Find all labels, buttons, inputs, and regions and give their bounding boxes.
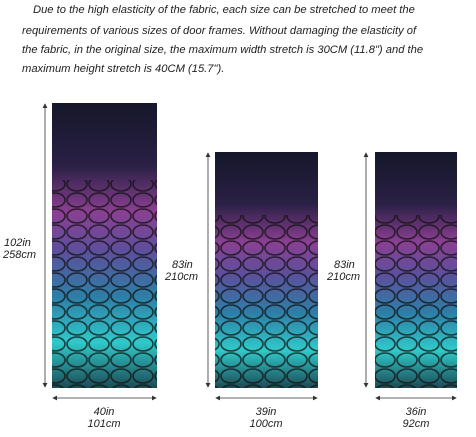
height-cm: 258cm <box>2 249 36 261</box>
height-cm: 210cm <box>164 271 198 283</box>
width-cm: 100cm <box>249 418 282 430</box>
width-in: 40in <box>94 406 115 418</box>
curtain-pattern <box>375 215 457 388</box>
panel-2: 83in 210cm 39in 100cm <box>164 152 318 430</box>
width-cm: 92cm <box>403 418 430 430</box>
text-line: requirements of various sizes of door fr… <box>22 25 418 37</box>
width-cm: 101cm <box>87 418 120 430</box>
description: Due to the high elasticity of the fabric… <box>22 4 423 75</box>
height-in: 83in <box>172 259 193 271</box>
curtain-pattern <box>52 180 157 388</box>
text-line: maximum height stretch is 40CM (15.7"). <box>22 63 224 75</box>
width-in: 36in <box>406 406 427 418</box>
height-in: 102in <box>4 237 31 249</box>
curtain-pattern <box>215 215 318 388</box>
height-cm: 210cm <box>326 271 360 283</box>
panel-1: 102in 258cm 40in 101cm <box>2 103 157 430</box>
height-in: 83in <box>334 259 355 271</box>
text-line: the fabric, in the original size, the ma… <box>22 44 423 56</box>
width-in: 39in <box>256 406 277 418</box>
panel-3: 83in 210cm 36in 92cm <box>326 152 457 430</box>
text-line: Due to the high elasticity of the fabric… <box>33 4 415 16</box>
